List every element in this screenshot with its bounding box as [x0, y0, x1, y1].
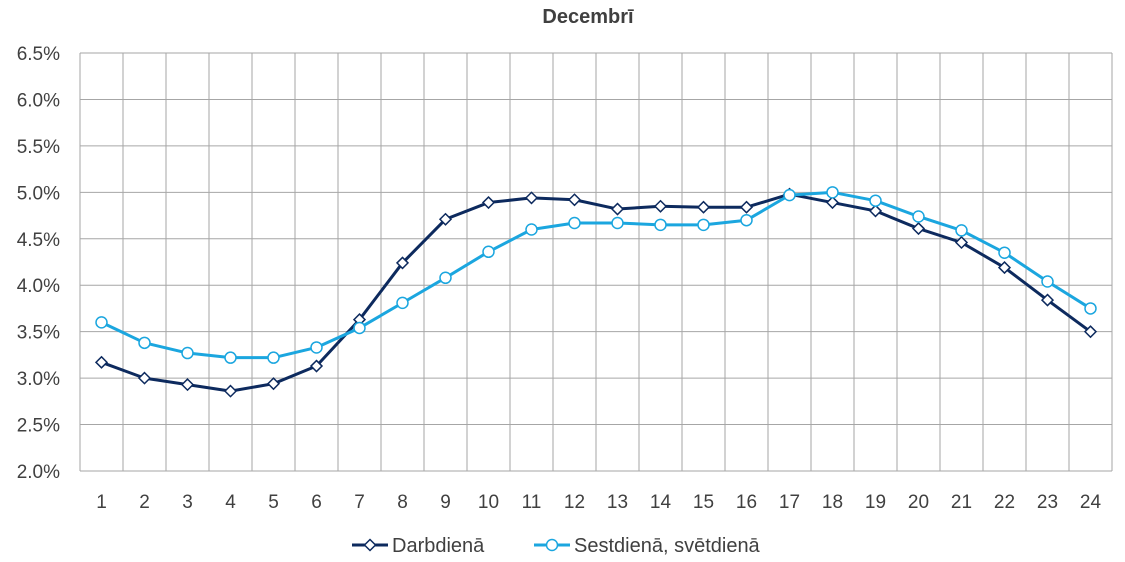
- y-tick-label: 3.0%: [17, 369, 60, 390]
- x-tick-label: 12: [564, 492, 585, 513]
- data-point: [309, 359, 324, 373]
- data-point: [696, 200, 711, 214]
- legend-label: Sestdienā, svētdienā: [574, 535, 761, 557]
- data-point: [1084, 302, 1097, 315]
- chart-title: Decembrī: [542, 6, 634, 28]
- x-tick-label: 10: [478, 492, 499, 513]
- data-point: [739, 200, 754, 214]
- data-point: [568, 216, 581, 230]
- data-point: [395, 256, 410, 270]
- x-tick-label: 13: [607, 492, 628, 513]
- data-point: [223, 384, 238, 398]
- legend-marker: [545, 538, 559, 552]
- series: [94, 186, 1098, 398]
- x-tick-label: 19: [865, 492, 886, 513]
- y-tick-label: 6.0%: [17, 90, 60, 111]
- data-point: [310, 341, 323, 354]
- data-point: [396, 296, 409, 310]
- data-point: [353, 321, 366, 335]
- data-point: [525, 223, 538, 236]
- x-tick-label: 15: [693, 492, 714, 513]
- x-tick-label: 7: [354, 492, 365, 513]
- data-point: [1041, 275, 1054, 288]
- data-point: [481, 195, 496, 210]
- x-tick-label: 16: [736, 492, 757, 513]
- x-tick-label: 2: [139, 492, 150, 513]
- data-point: [1083, 325, 1098, 339]
- x-tick-label: 11: [522, 492, 542, 513]
- x-tick-label: 9: [440, 492, 451, 513]
- data-point: [95, 316, 108, 329]
- data-point: [912, 210, 925, 223]
- x-tick-label: 6: [311, 492, 322, 513]
- y-tick-label: 4.0%: [17, 276, 60, 297]
- data-point: [868, 204, 883, 218]
- series-line: [100, 192, 1092, 393]
- data-point: [438, 212, 453, 226]
- data-point: [224, 351, 237, 364]
- data-point: [825, 195, 840, 210]
- data-point: [954, 235, 969, 250]
- grid: [79, 52, 1113, 472]
- data-point: [1040, 293, 1055, 307]
- x-tick-label: 17: [779, 492, 800, 513]
- data-point: [654, 218, 667, 232]
- data-point: [267, 351, 280, 364]
- x-tick-label: 5: [268, 492, 279, 513]
- data-point: [653, 199, 668, 213]
- y-axis-ticks: 2.0% 2.5% 3.0% 3.5% 4.0% 4.5% 5.0% 5.5% 6.0% 6.5%: [17, 44, 60, 483]
- data-point: [611, 216, 624, 230]
- data-point: [697, 218, 710, 232]
- data-point: [266, 377, 281, 391]
- y-tick-label: 6.5%: [17, 44, 60, 65]
- x-tick-label: 4: [225, 492, 236, 513]
- data-point: [180, 378, 195, 392]
- data-point: [911, 221, 926, 236]
- data-point: [181, 346, 194, 360]
- series-line: [100, 190, 1092, 360]
- data-point: [94, 355, 109, 369]
- y-tick-label: 3.5%: [17, 323, 60, 344]
- data-point: [610, 202, 625, 216]
- y-tick-label: 4.5%: [17, 230, 60, 251]
- data-point: [567, 193, 582, 207]
- data-point: [997, 261, 1012, 275]
- x-axis-ticks: 1 2 3 4 5 6 7 8 9 10 11 12 13 14 15 16 17 18 19 20 21 22 23 24: [96, 492, 1101, 513]
- x-tick-label: 23: [1037, 492, 1058, 513]
- x-tick-label: 22: [994, 492, 1015, 513]
- y-tick-label: 2.0%: [17, 462, 60, 483]
- data-point: [998, 246, 1011, 259]
- data-point: [826, 186, 839, 199]
- legend: Darbdienā Sestdienā, svētdienā: [352, 535, 761, 557]
- legend-marker: [363, 538, 377, 552]
- legend-label: Darbdienā: [392, 535, 485, 557]
- data-point: [524, 191, 539, 205]
- data-point: [740, 213, 753, 227]
- y-tick-label: 5.0%: [17, 183, 60, 204]
- data-point: [955, 224, 968, 237]
- data-point: [783, 188, 796, 202]
- x-tick-label: 18: [822, 492, 843, 513]
- data-point: [137, 371, 152, 385]
- y-tick-label: 2.5%: [17, 416, 60, 437]
- y-tick-label: 5.5%: [17, 137, 60, 158]
- x-tick-label: 20: [908, 492, 929, 513]
- data-point: [439, 271, 452, 285]
- x-tick-label: 24: [1080, 492, 1102, 513]
- x-tick-label: 14: [650, 492, 672, 513]
- data-point: [482, 245, 495, 259]
- x-tick-label: 8: [397, 492, 408, 513]
- x-tick-label: 21: [951, 492, 972, 513]
- data-point: [869, 194, 882, 207]
- data-point: [138, 336, 151, 350]
- x-tick-label: 1: [96, 492, 107, 513]
- x-tick-label: 3: [182, 492, 193, 513]
